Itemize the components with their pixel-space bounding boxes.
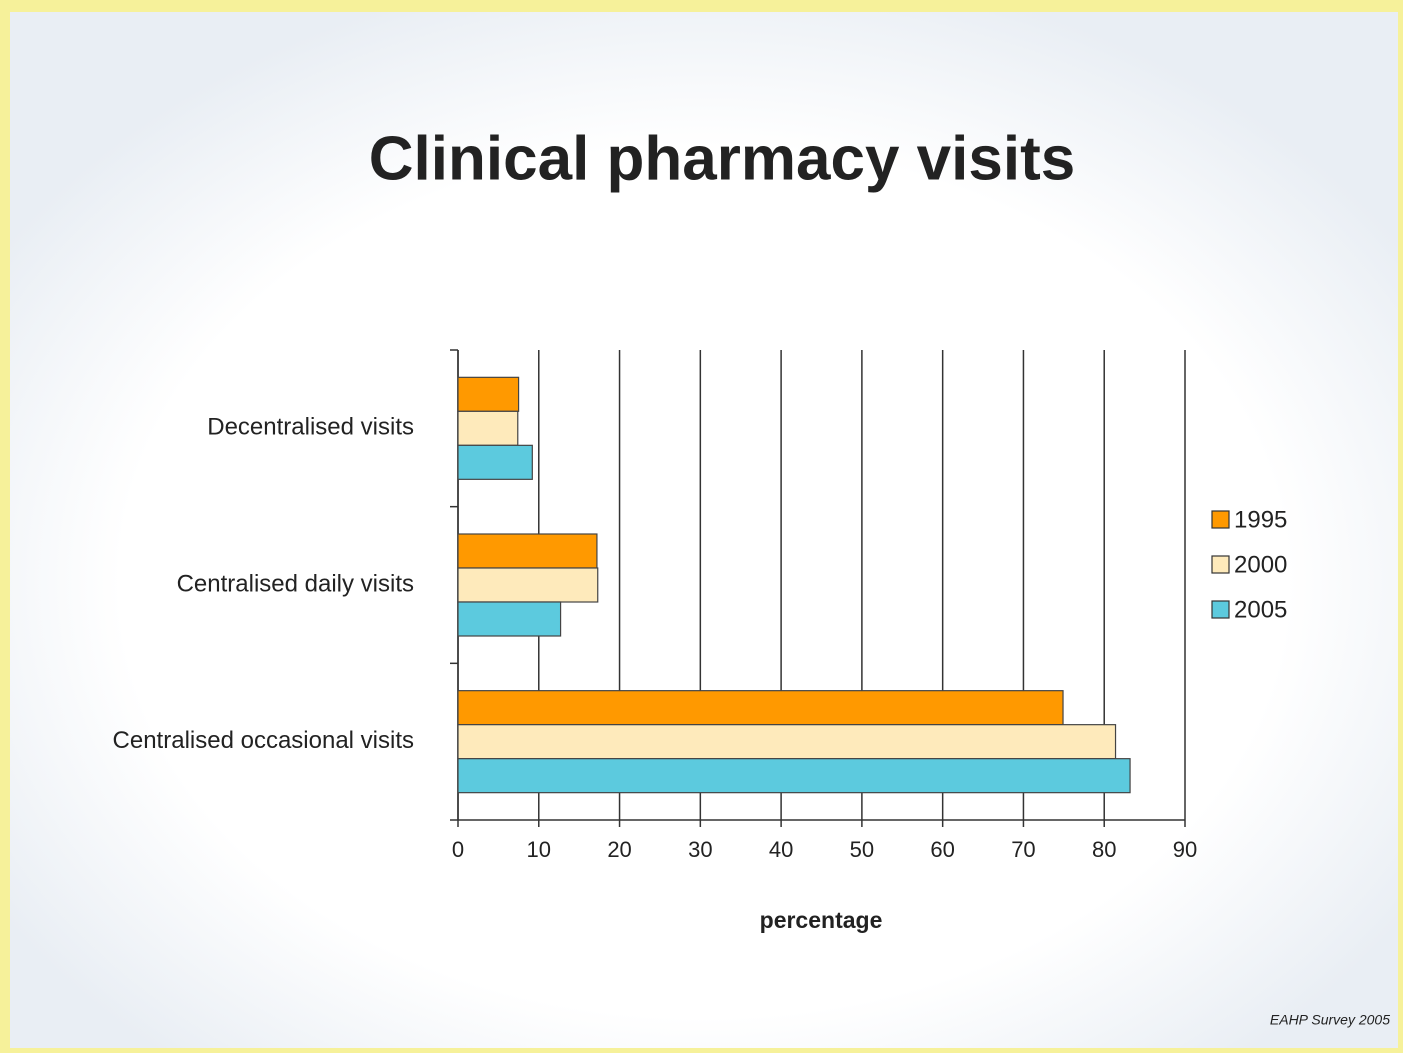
y-tick-label: Decentralised visits <box>207 414 414 441</box>
chart-title: Clinical pharmacy visits <box>369 124 1075 193</box>
y-tick-label: Centralised daily visits <box>177 570 414 597</box>
bar <box>457 376 520 412</box>
legend-label: 2005 <box>1234 596 1287 623</box>
x-tick-label: 30 <box>688 837 712 862</box>
bar <box>457 758 1131 794</box>
x-axis-label: percentage <box>760 907 883 933</box>
bar <box>457 601 562 637</box>
bar <box>457 410 519 446</box>
bar <box>457 533 598 569</box>
x-tick-label: 50 <box>850 837 874 862</box>
slide-background <box>10 12 1398 1048</box>
legend-swatch <box>1211 555 1230 574</box>
legend-swatch <box>1211 600 1230 619</box>
x-tick-label: 70 <box>1011 837 1035 862</box>
x-tick-label: 10 <box>527 837 551 862</box>
y-tick-label: Centralised occasional visits <box>113 727 414 754</box>
x-tick-label: 90 <box>1173 837 1197 862</box>
bar <box>457 567 599 603</box>
legend-label: 1995 <box>1234 506 1287 533</box>
bar <box>457 444 533 480</box>
legend-label: 2000 <box>1234 551 1287 578</box>
legend-swatch <box>1211 510 1230 529</box>
bar <box>457 724 1117 760</box>
bar <box>457 690 1064 726</box>
x-tick-label: 40 <box>769 837 793 862</box>
x-tick-label: 60 <box>930 837 954 862</box>
source-note: EAHP Survey 2005 <box>1270 1012 1390 1028</box>
x-tick-label: 20 <box>607 837 631 862</box>
x-tick-label: 0 <box>452 837 464 862</box>
x-tick-label: 80 <box>1092 837 1116 862</box>
